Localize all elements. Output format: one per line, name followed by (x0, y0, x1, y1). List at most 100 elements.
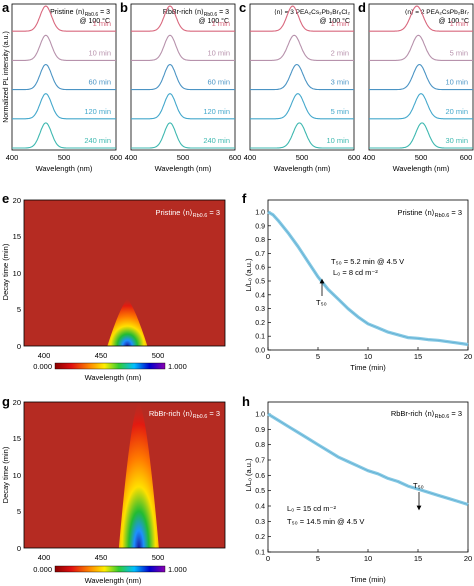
panel-b-frame (130, 3, 236, 151)
ytick-label-2: 0.2 (255, 320, 265, 327)
ytick-label-5: 0.6 (255, 473, 265, 480)
decay-curve (267, 210, 469, 347)
spectrum-4 (250, 93, 354, 120)
series-label-5: 240 min (84, 136, 111, 145)
spectrum-4 (369, 93, 473, 120)
decay-curve-core (267, 413, 469, 505)
ytick-label-7: 0.8 (255, 442, 265, 449)
panel-e-xtick-2: 500 (152, 351, 165, 360)
xtick-label-3: 15 (414, 554, 422, 563)
spectrum-2 (12, 34, 116, 61)
panel-letter-f: f (242, 191, 247, 206)
spectrum-3 (12, 63, 116, 91)
panel-d-xtick-0: 400 (363, 153, 376, 162)
series-label-1: 1 min (331, 19, 349, 28)
panel-c-xtick-0: 400 (244, 153, 257, 162)
panel-a-xtick-1: 500 (58, 153, 71, 162)
ytick-label-9: 1.0 (255, 412, 265, 419)
ytick-label-5: 0.5 (255, 279, 265, 286)
series-label-5: 30 min (445, 136, 468, 145)
panel-g-colorbar-min: 0.000 (33, 565, 52, 574)
panel-g-title: RbBr-rich ⟨n⟩Rb0.6 = 3 (149, 409, 220, 420)
panel-h: h L/L₀ (a.u.) 0.1 0.2 0.3 0.4 0.5 0.6 0.7 0.8 0.… (242, 394, 472, 584)
ytick-label-10: 1.0 (255, 210, 265, 217)
panel-d-frame (368, 3, 474, 151)
panel-a-xtick-2: 600 (110, 153, 123, 162)
series-label-2: 10 min (88, 48, 111, 57)
series-label-4: 120 min (84, 107, 111, 116)
panel-d-condition: @ 100 °C (438, 17, 469, 25)
panel-f-title: Pristine ⟨n⟩Rb0.6 = 3 (397, 208, 462, 219)
panel-f-xlabel: Time (min) (350, 363, 386, 372)
panel-e-ylabel: Decay time (min) (1, 243, 10, 300)
panel-e-ytick-3: 15 (13, 232, 21, 241)
panel-a-ylabel: Normalized PL intensity (a.u.) (3, 31, 10, 123)
emission-peak (107, 298, 148, 346)
xtick-label-4: 20 (464, 554, 472, 563)
panel-g-ytick-4: 20 (13, 398, 21, 407)
panel-g-xlabel: Wavelength (nm) (85, 576, 142, 585)
series-label-4: 120 min (203, 107, 230, 116)
panel-f: f L/L₀ (a.u.) 0.0 0.1 0.2 0.3 0.4 0.5 0.6 0.7 0.… (242, 191, 472, 372)
panel-b-title: RbBr-rich ⟨n⟩Rb0.6 = 3 (163, 8, 229, 18)
spectrum-2 (369, 34, 473, 61)
panel-e-ytick-1: 5 (17, 305, 21, 314)
panel-e-xtick-1: 450 (95, 351, 108, 360)
xtick-label-0: 0 (266, 352, 270, 361)
spectrum-5 (250, 122, 354, 149)
panel-g-frame (23, 401, 226, 549)
panel-letter-a: a (2, 0, 10, 15)
spectrum-2 (131, 34, 235, 61)
spectrum-5 (12, 122, 116, 149)
spectrum-1 (12, 5, 116, 32)
spectrum-3 (250, 63, 354, 91)
series-label-5: 10 min (326, 136, 349, 145)
ytick-label-8: 0.8 (255, 237, 265, 244)
ytick-label-9: 0.9 (255, 223, 265, 230)
panel-h-title: RbBr-rich ⟨n⟩Rb0.6 = 3 (391, 409, 462, 420)
ytick-label-2: 0.3 (255, 519, 265, 526)
xtick-label-1: 5 (316, 554, 320, 563)
xtick-label-3: 15 (414, 352, 422, 361)
series-label-3: 60 min (207, 78, 230, 87)
panel-d-xlabel: Wavelength (nm) (393, 164, 450, 173)
panel-a-title: Pristine ⟨n⟩Rb0.6 = 3 (50, 8, 110, 18)
emission-peak (118, 402, 159, 548)
panel-b: b RbBr-rich ⟨n⟩Rb0.6 = 3 @ 100 °C 1 min 1… (120, 0, 241, 173)
panel-g-xtick-1: 450 (95, 553, 108, 562)
spectrum-1 (131, 5, 235, 32)
spectrum-5 (369, 122, 473, 149)
panel-h-frame (267, 401, 469, 553)
xtick-label-2: 10 (364, 352, 372, 361)
panel-h-xlabel: Time (min) (350, 575, 386, 584)
panel-e-ytick-0: 0 (17, 342, 21, 351)
panel-e-xlabel: Wavelength (nm) (85, 373, 142, 382)
ytick-label-1: 0.2 (255, 534, 265, 541)
panel-f-arrow-label: T₅₀ (316, 298, 327, 307)
panel-h-annotation-2: T₅₀ = 14.5 min @ 4.5 V (287, 517, 364, 526)
panel-a: a Pristine ⟨n⟩Rb0.6 = 3 @ 100 °C 1 min 10… (2, 0, 122, 173)
panel-c-title: ⟨n⟩ = 3 PEA₂Cs₂Pb₃Br₆Cl₂ (274, 8, 350, 16)
panel-letter-e: e (2, 191, 9, 206)
panel-g: g Decay time (min) RbBr-rich ⟨n⟩Rb0.6 = … (1, 394, 226, 585)
panel-h-arrow-label: T₅₀ (413, 481, 424, 490)
panel-b-xtick-0: 400 (125, 153, 138, 162)
panel-e-colorbar-min: 0.000 (33, 362, 52, 371)
spectrum-5 (131, 122, 235, 149)
series-label-1: 1 min (450, 19, 468, 28)
xtick-label-2: 10 (364, 554, 372, 563)
panel-f-ylabel: L/L₀ (a.u.) (244, 258, 253, 292)
panel-c-frame (249, 3, 355, 151)
series-label-2: 2 min (331, 48, 349, 57)
panel-g-colorbar (54, 565, 166, 573)
spectrum-4 (12, 93, 116, 120)
ytick-label-1: 0.1 (255, 334, 265, 341)
panel-a-condition: @ 100 °C (79, 17, 110, 25)
panel-e-frame (23, 199, 226, 347)
panel-c-condition: @ 100 °C (319, 17, 350, 25)
panel-e-ytick-2: 10 (13, 269, 21, 278)
series-label-1: 1 min (212, 19, 230, 28)
panel-b-condition: @ 100 °C (198, 17, 229, 25)
panel-d-xtick-1: 500 (415, 153, 428, 162)
